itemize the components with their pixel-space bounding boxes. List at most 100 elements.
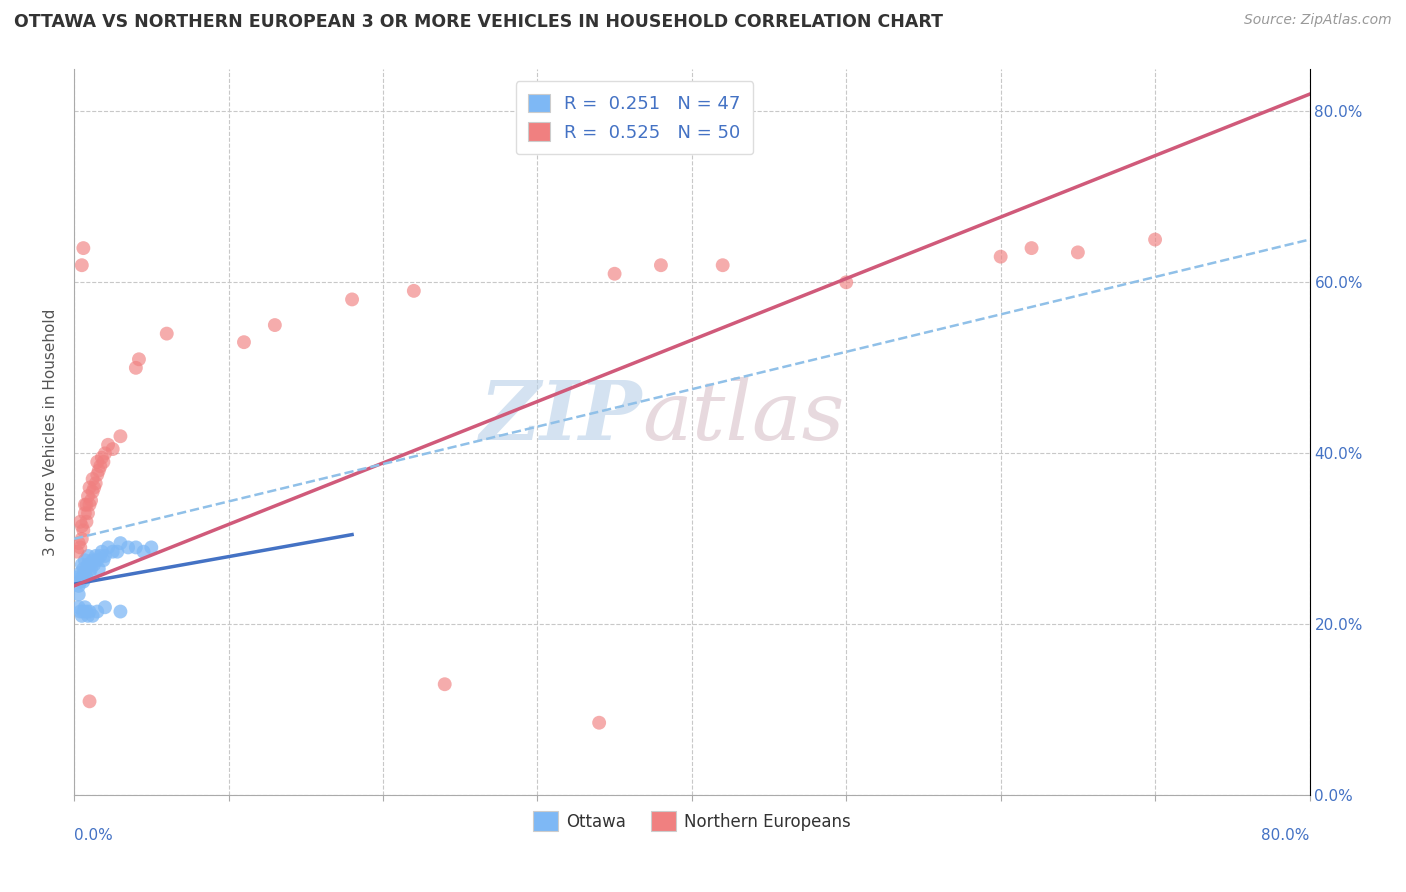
Point	[77, 549, 100, 563]
Point	[79, 566, 101, 580]
Point	[67, 600, 90, 615]
Point	[94, 600, 117, 615]
Point	[67, 587, 90, 601]
Point	[94, 446, 117, 460]
Point	[1067, 245, 1090, 260]
Point	[69, 605, 91, 619]
Point	[402, 284, 425, 298]
Point	[70, 558, 93, 572]
Point	[73, 566, 96, 580]
Point	[110, 605, 132, 619]
Point	[84, 476, 107, 491]
Point	[94, 549, 117, 563]
Point	[75, 570, 97, 584]
Point	[79, 498, 101, 512]
Point	[66, 544, 89, 558]
Point	[603, 267, 626, 281]
Legend: Ottawa, Northern Europeans: Ottawa, Northern Europeans	[526, 805, 858, 838]
Point	[650, 258, 672, 272]
Point	[263, 318, 285, 332]
Point	[101, 544, 124, 558]
Point	[110, 429, 132, 443]
Point	[97, 438, 120, 452]
Point	[69, 541, 91, 555]
Point	[83, 481, 105, 495]
Point	[73, 506, 96, 520]
Point	[89, 459, 111, 474]
Point	[79, 605, 101, 619]
Point	[433, 677, 456, 691]
Point	[125, 541, 148, 555]
Point	[70, 570, 93, 584]
Point	[83, 558, 105, 572]
Point	[75, 605, 97, 619]
Point	[80, 562, 103, 576]
Point	[73, 498, 96, 512]
Point	[75, 515, 97, 529]
Point	[66, 570, 89, 584]
Text: Source: ZipAtlas.com: Source: ZipAtlas.com	[1244, 13, 1392, 28]
Point	[72, 524, 94, 538]
Point	[72, 574, 94, 589]
Point	[72, 605, 94, 619]
Point	[835, 275, 858, 289]
Point	[82, 608, 104, 623]
Point	[79, 558, 101, 572]
Point	[70, 608, 93, 623]
Point	[77, 506, 100, 520]
Point	[93, 455, 115, 469]
Point	[77, 558, 100, 572]
Point	[588, 715, 610, 730]
Point	[156, 326, 179, 341]
Point	[87, 463, 110, 477]
Point	[72, 241, 94, 255]
Point	[77, 489, 100, 503]
Point	[77, 608, 100, 623]
Point	[84, 549, 107, 563]
Point	[87, 562, 110, 576]
Point	[89, 549, 111, 563]
Point	[1144, 233, 1167, 247]
Point	[82, 472, 104, 486]
Point	[70, 258, 93, 272]
Point	[70, 519, 93, 533]
Point	[75, 562, 97, 576]
Point	[73, 553, 96, 567]
Point	[69, 574, 91, 589]
Point	[86, 553, 108, 567]
Point	[711, 258, 734, 272]
Point	[67, 536, 90, 550]
Point	[93, 553, 115, 567]
Point	[340, 293, 363, 307]
Point	[86, 467, 108, 482]
Point	[75, 498, 97, 512]
Point	[233, 335, 256, 350]
Point	[990, 250, 1012, 264]
Point	[79, 694, 101, 708]
Point	[69, 515, 91, 529]
Text: 80.0%: 80.0%	[1261, 828, 1309, 843]
Point	[72, 562, 94, 576]
Point	[90, 450, 112, 465]
Text: ZIP: ZIP	[479, 377, 643, 458]
Point	[67, 579, 90, 593]
Point	[105, 544, 128, 558]
Point	[73, 600, 96, 615]
Point	[97, 541, 120, 555]
Point	[70, 532, 93, 546]
Point	[82, 484, 104, 499]
Text: atlas: atlas	[643, 377, 845, 458]
Point	[132, 544, 155, 558]
Point	[90, 544, 112, 558]
Point	[141, 541, 163, 555]
Text: 0.0%: 0.0%	[75, 828, 112, 843]
Point	[86, 605, 108, 619]
Point	[128, 352, 150, 367]
Point	[79, 481, 101, 495]
Point	[86, 455, 108, 469]
Point	[82, 553, 104, 567]
Point	[69, 566, 91, 580]
Point	[80, 493, 103, 508]
Point	[101, 442, 124, 456]
Point	[117, 541, 139, 555]
